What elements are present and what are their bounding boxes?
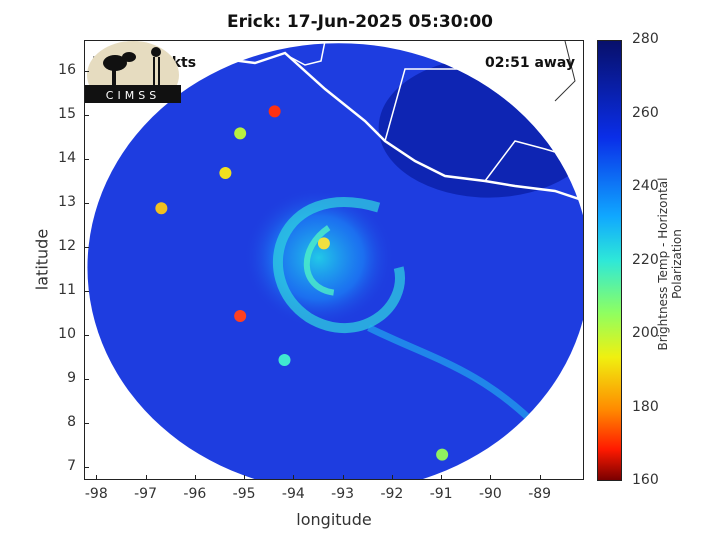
colorbar-tick-label: 280 — [632, 31, 659, 47]
y-tick-mark — [84, 290, 89, 292]
convective-cell — [268, 105, 281, 118]
outer-band — [367, 324, 542, 431]
x-tick-label: -94 — [281, 486, 305, 502]
x-tick-mark — [96, 475, 98, 480]
y-tick-label: 7 — [67, 457, 76, 474]
y-tick-mark — [84, 422, 89, 424]
x-tick-label: -93 — [331, 486, 355, 502]
convective-cell — [278, 354, 291, 366]
y-tick-label: 15 — [58, 105, 76, 122]
colorbar-tick-label: 200 — [632, 325, 659, 341]
convective-cell — [234, 127, 247, 140]
x-tick-mark — [244, 475, 246, 480]
y-axis-label: latitude — [32, 228, 52, 291]
y-tick-label: 14 — [58, 149, 76, 166]
y-tick-label: 11 — [58, 281, 76, 298]
y-tick-label: 10 — [58, 325, 76, 342]
colorbar-tick-label: 160 — [632, 472, 659, 488]
y-tick-mark — [84, 70, 89, 72]
cimss-logo: CIMSS — [85, 41, 181, 103]
convective-cell — [155, 202, 168, 215]
x-tick-mark — [342, 475, 344, 480]
x-tick-mark — [441, 475, 443, 480]
spiral-band — [272, 197, 405, 334]
y-tick-mark — [84, 114, 89, 116]
y-tick-mark — [84, 466, 89, 468]
x-tick-label: -89 — [528, 486, 552, 502]
colorbar-label: Brightness Temp - Horizontal Polarizatio… — [656, 177, 684, 351]
x-tick-label: -90 — [478, 486, 502, 502]
x-tick-label: -96 — [183, 486, 207, 502]
y-tick-label: 13 — [58, 193, 76, 210]
logo-text: CIMSS — [106, 89, 160, 102]
x-tick-label: -95 — [232, 486, 256, 502]
time-away-annotation: 02:51 away — [485, 55, 575, 71]
map-canvas — [87, 41, 583, 479]
x-tick-label: -97 — [134, 486, 157, 502]
convective-cell — [317, 237, 330, 250]
colorbar — [597, 40, 622, 481]
border-line — [484, 140, 583, 182]
y-tick-mark — [84, 246, 89, 248]
x-tick-label: -92 — [380, 486, 404, 502]
convective-cell — [436, 448, 449, 461]
x-axis-label: longitude — [296, 510, 372, 529]
map-plot-area: Vmax: 35 kts 02:51 away CIMSS — [84, 40, 584, 480]
convective-cell — [234, 310, 247, 322]
x-tick-mark — [391, 475, 393, 480]
chart-title: Erick: 17-Jun-2025 05:30:00 — [226, 12, 494, 32]
y-tick-label: 12 — [58, 237, 76, 254]
colorbar-tick-label: 260 — [632, 104, 659, 121]
y-tick-label: 9 — [67, 369, 76, 386]
land-border — [554, 41, 576, 102]
border-line — [384, 41, 468, 142]
x-tick-label: -91 — [429, 486, 453, 502]
inner-band — [303, 225, 335, 296]
y-tick-mark — [84, 334, 89, 336]
x-tick-mark — [293, 475, 295, 480]
colorbar-tick-label: 240 — [632, 178, 659, 194]
y-tick-label: 8 — [67, 413, 76, 430]
x-tick-label: -98 — [84, 486, 108, 502]
border-line — [289, 41, 326, 66]
y-tick-label: 16 — [58, 61, 76, 78]
convective-cell — [219, 167, 232, 179]
y-tick-mark — [84, 158, 89, 160]
x-tick-mark — [145, 475, 147, 480]
x-tick-mark — [539, 475, 541, 480]
coastline — [94, 51, 583, 202]
y-tick-mark — [84, 202, 89, 204]
colorbar-tick-label: 220 — [632, 251, 659, 268]
colorbar-tick-label: 180 — [632, 398, 659, 415]
x-tick-mark — [490, 475, 492, 480]
y-tick-mark — [84, 378, 89, 380]
x-tick-mark — [194, 475, 196, 480]
